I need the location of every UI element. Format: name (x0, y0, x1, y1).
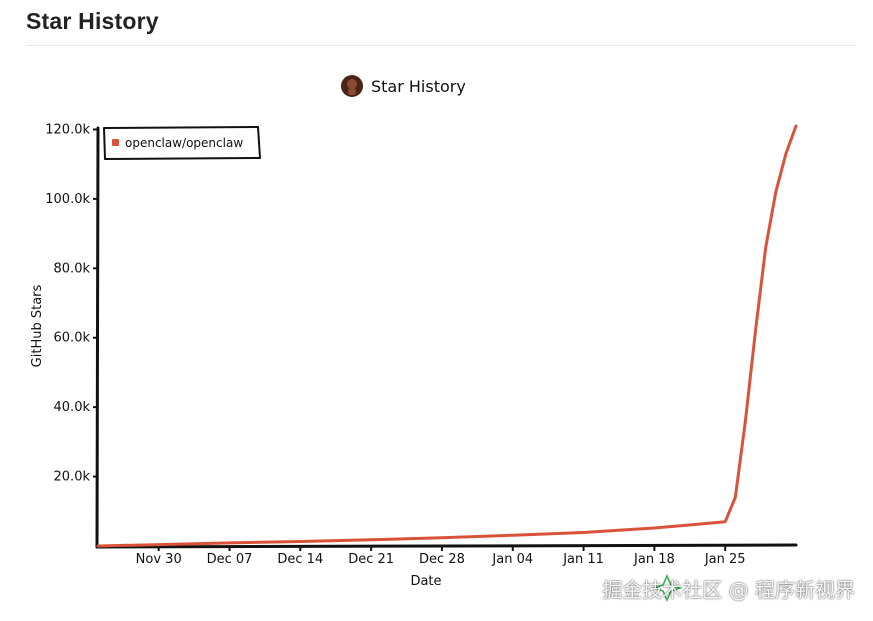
x-tick-label: Jan 11 (562, 552, 604, 567)
page-title: Star History (26, 8, 159, 34)
series-line (96, 124, 798, 548)
chart-title-group: Star History (341, 75, 466, 97)
y-tick-label: 80.0k (54, 261, 91, 276)
legend-swatch (112, 139, 119, 146)
y-tick-label: 60.0k (54, 331, 91, 346)
watermark-text: 掘金技术社区 @ 程序新视界 (602, 578, 855, 602)
x-axis-label: Date (410, 574, 441, 589)
x-tick-label: Dec 21 (348, 552, 394, 567)
star-history-logo-icon (651, 574, 683, 602)
y-tick-label: 40.0k (54, 400, 91, 415)
y-tick-label: 20.0k (54, 470, 91, 485)
x-tick-label: Dec 28 (419, 552, 465, 567)
legend-label: openclaw/openclaw (125, 136, 243, 150)
y-tick-label: 100.0k (45, 192, 90, 207)
x-axis-ticks: Nov 30 Dec 07 Dec 14 Dec 21 Dec 28 Jan 04 Jan … (136, 546, 746, 567)
legend-box (103, 126, 261, 160)
chart-title: Star History (371, 77, 466, 96)
x-tick-label: Dec 07 (207, 552, 253, 567)
series-layer (96, 124, 798, 548)
y-tick-label: 120.0k (45, 122, 90, 137)
x-tick-label: Jan 04 (491, 552, 533, 567)
legend: openclaw/openclaw (103, 126, 261, 160)
x-axis-line (95, 543, 798, 549)
x-tick-label: Jan 18 (633, 552, 675, 567)
x-tick-label: Nov 30 (136, 552, 182, 567)
y-axis-label: GitHub Stars (30, 284, 45, 367)
axes (95, 126, 798, 549)
y-axis-ticks: 20.0k 40.0k 60.0k 80.0k 100.0k 120.0k (45, 122, 98, 485)
x-tick-label: Dec 14 (277, 552, 323, 567)
page-header: Star History (26, 6, 856, 46)
x-tick-label: Jan 25 (704, 552, 746, 567)
